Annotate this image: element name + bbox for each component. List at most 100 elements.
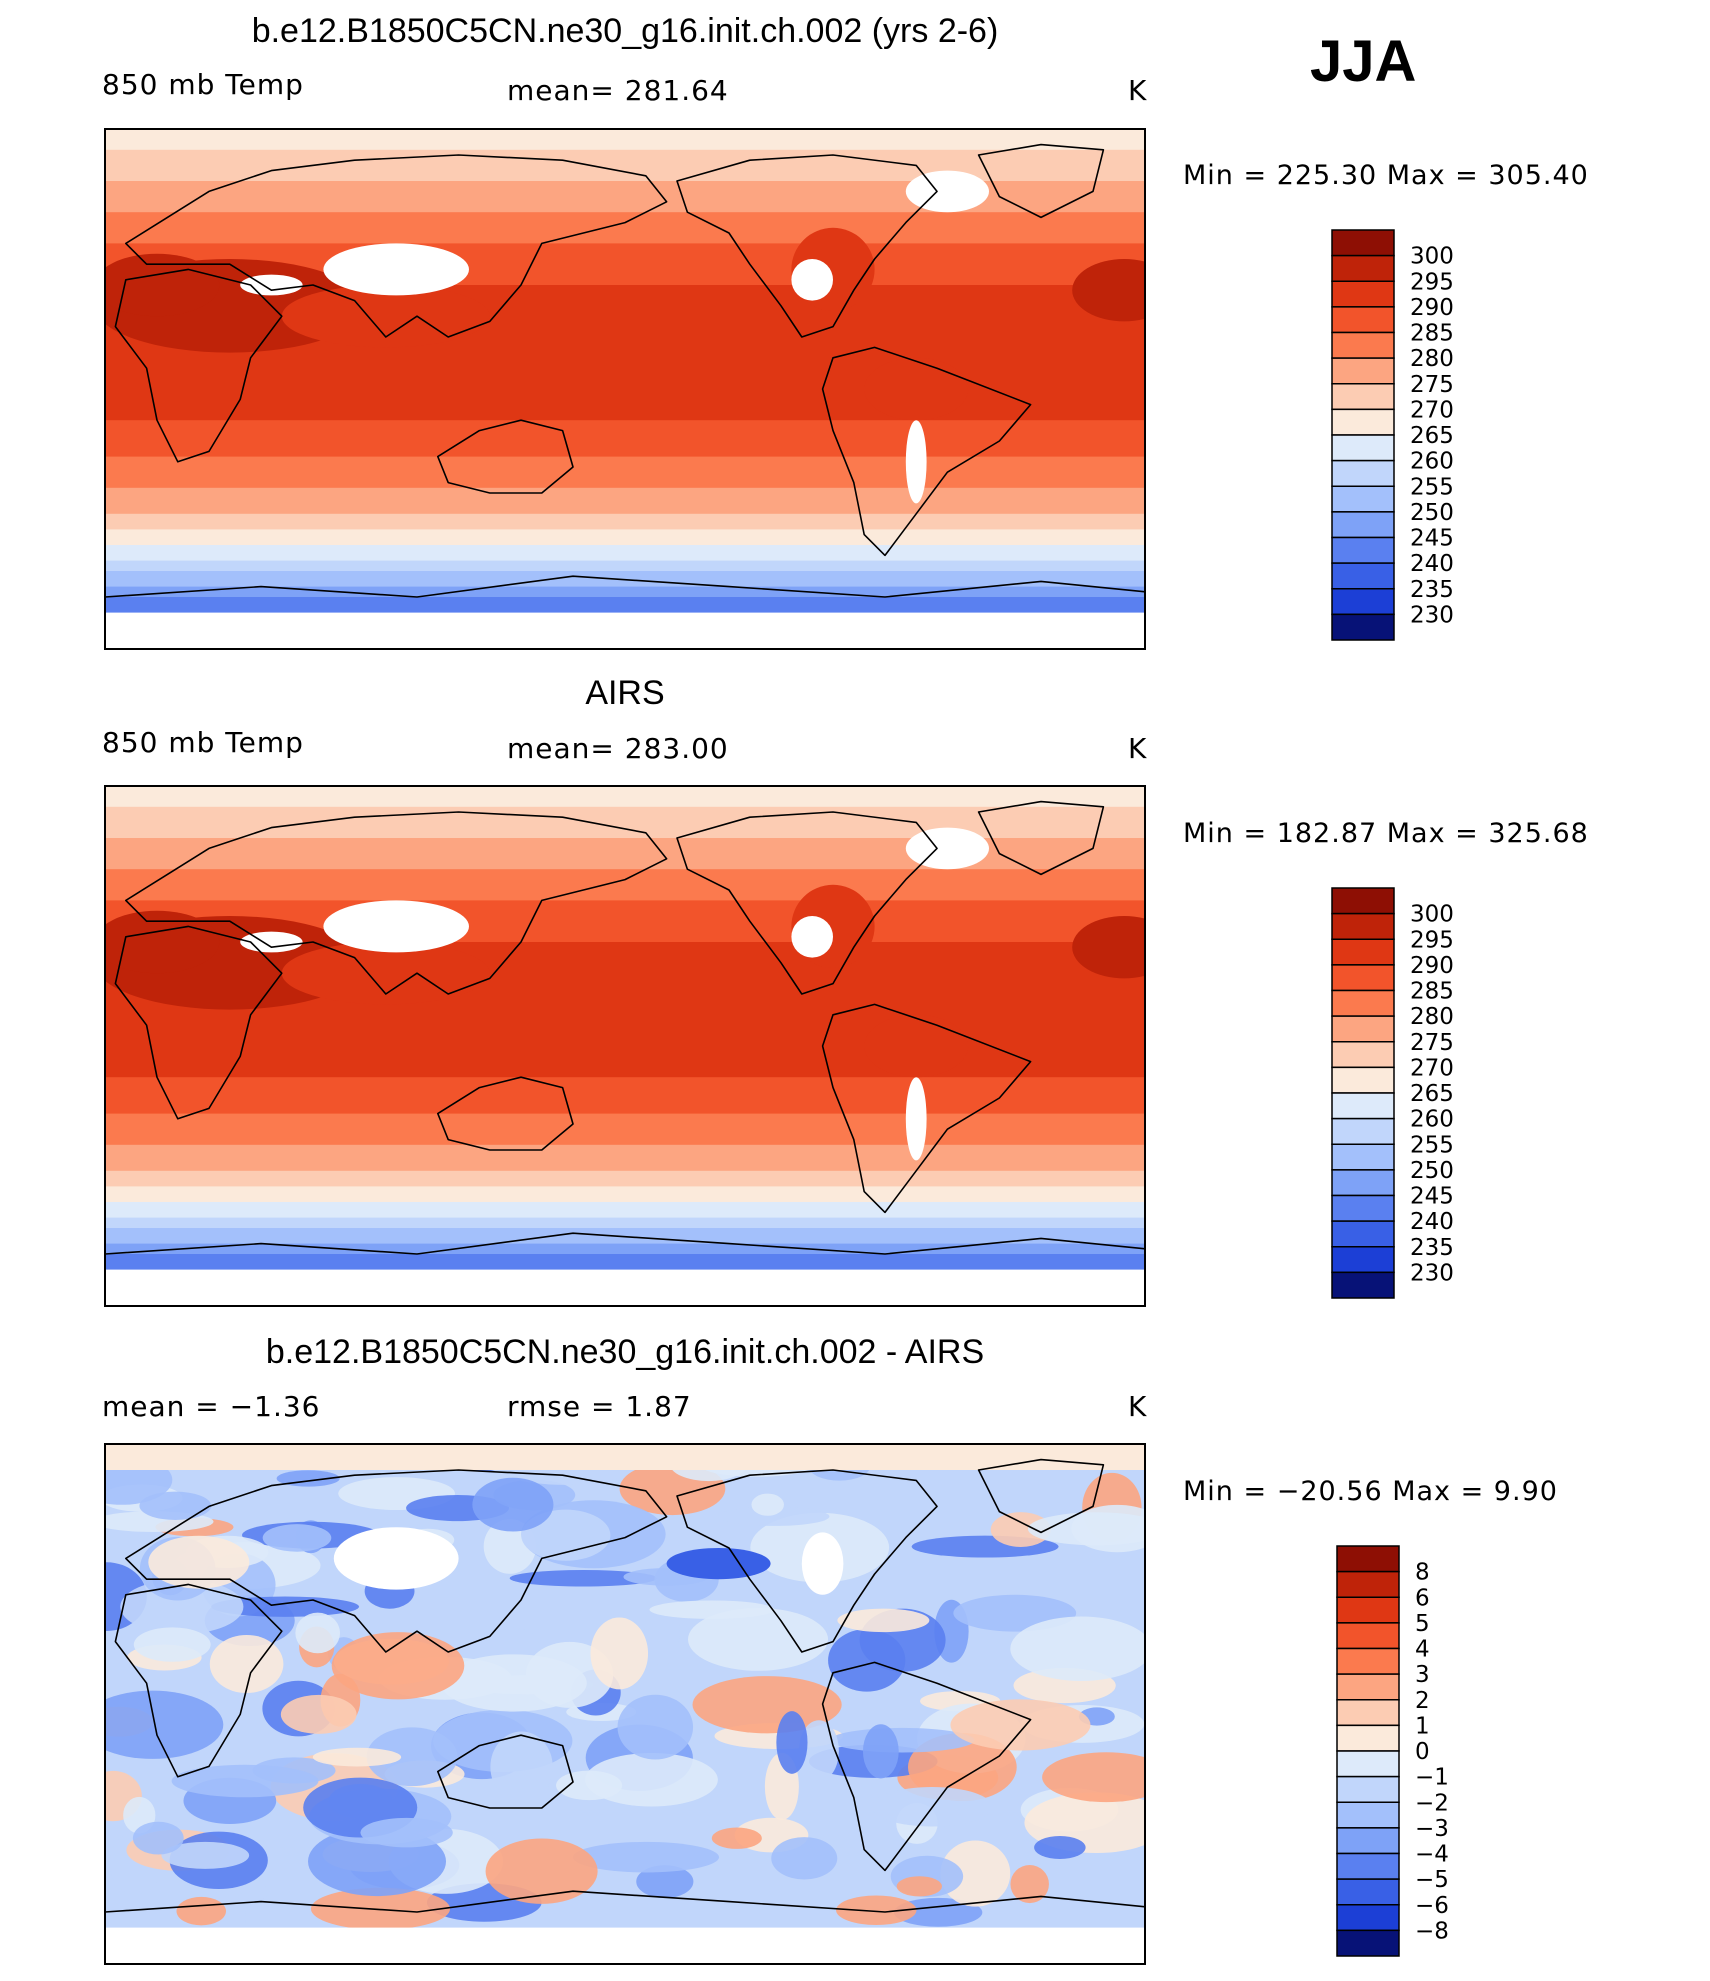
panel2-colorbar-box — [1331, 1015, 1395, 1043]
panel1-coastline — [114, 268, 283, 463]
panel2-band — [105, 1144, 1145, 1172]
panel1-colorbar-tick: 290 — [1410, 295, 1454, 321]
panel3-anomaly-patch — [176, 1896, 227, 1926]
panel1-title: b.e12.B1850C5CN.ne30_g16.init.ch.002 (yr… — [251, 12, 999, 50]
panel3-anomaly-patch — [950, 1699, 1091, 1751]
panel3-anomaly-patch — [585, 1752, 718, 1807]
panel3-anomaly-patch — [209, 1634, 284, 1694]
panel1-hotspot — [281, 285, 490, 348]
panel1-colorbar-box — [1331, 229, 1395, 257]
panel3-colorbar-tick: 2 — [1415, 1688, 1430, 1714]
panel2-colorbar-tick: 295 — [1410, 927, 1454, 953]
panel3-colorbar-tick: 3 — [1415, 1662, 1430, 1688]
panel1-colorbar-tick: 250 — [1410, 500, 1454, 526]
panel3-anomaly-patch — [830, 1727, 975, 1753]
panel2-band — [105, 838, 1145, 871]
panel1-colorbar-box — [1331, 485, 1395, 513]
panel2-band — [105, 1202, 1145, 1219]
panel3-anomaly-patch — [440, 1654, 587, 1712]
panel1-colorbar-box — [1331, 254, 1395, 282]
panel1-missing-region — [323, 243, 469, 296]
panel2-coastline — [105, 1232, 1145, 1255]
panel2-band — [105, 786, 1145, 808]
panel1-colorbar-box — [1331, 511, 1395, 539]
panel1-hotspot — [864, 357, 969, 421]
panel3-colorbar-tick: 6 — [1415, 1585, 1430, 1611]
panel2-coastline — [114, 925, 283, 1120]
panel2-colorbar-box — [1331, 1117, 1395, 1145]
panel2-colorbar-box — [1331, 1271, 1395, 1299]
panel3-anomaly-patch — [666, 1548, 771, 1580]
panel3-anomaly-patch — [1042, 1752, 1145, 1803]
panel3-anomaly-patch — [751, 1493, 784, 1516]
panel3-colorbar-box — [1336, 1775, 1400, 1803]
panel1-missing-region — [791, 259, 833, 301]
panel2-band — [105, 1170, 1145, 1188]
panel1-colorbar-box — [1331, 331, 1395, 359]
panel1-colorbar-box — [1331, 613, 1395, 641]
panel1-band — [105, 597, 1145, 614]
panel1-band — [105, 212, 1145, 245]
panel2-variable-label: 850 mb Temp — [102, 726, 304, 759]
panel3-anomaly-patch — [485, 1838, 598, 1904]
panel2-band — [105, 1254, 1145, 1271]
panel1-colorbar-tick: 235 — [1410, 577, 1454, 603]
panel3-colorbar-tick: 4 — [1415, 1637, 1430, 1663]
panel2-colorbar-box — [1331, 938, 1395, 966]
panel2-colorbar-box — [1331, 1220, 1395, 1248]
panel3-anomaly-patch — [280, 1694, 357, 1734]
panel2-band — [105, 869, 1145, 902]
panel3-coastline — [821, 1661, 1032, 1872]
panel3-anomaly-patch — [836, 1895, 917, 1925]
panel3-anomaly-patch — [105, 1690, 224, 1759]
panel3-anomaly-patch — [692, 1676, 842, 1734]
panel3-colorbar-box — [1336, 1545, 1400, 1573]
panel1-colorbar-tick: 265 — [1410, 423, 1454, 449]
panel3-colorbar-tick: 1 — [1415, 1713, 1430, 1739]
panel3-anomaly-patch — [521, 1509, 611, 1561]
panel2-units: K — [1128, 732, 1148, 765]
panel1-colorbar-box — [1331, 357, 1395, 385]
panel2-colorbar-box — [1331, 912, 1395, 940]
panel1-colorbar-tick: 300 — [1410, 244, 1454, 270]
panel3-colorbar-box — [1336, 1647, 1400, 1675]
panel3-anomaly-patch — [711, 1827, 762, 1849]
panel2-missing-region — [905, 1077, 927, 1161]
panel1-colorbar-box — [1331, 588, 1395, 616]
panel3-coastline — [124, 1469, 668, 1653]
panel2-colorbar-box — [1331, 1143, 1395, 1171]
panel3-colorbar-tick: 0 — [1415, 1739, 1430, 1765]
panel1-mean-label: mean= 281.64 — [507, 74, 729, 107]
panel3-anomaly-patch — [360, 1817, 453, 1848]
panel2-coastline — [821, 1003, 1032, 1214]
panel3-colorbar-box — [1336, 1878, 1400, 1906]
panel2-hotspot — [864, 1014, 969, 1078]
panel2-band — [105, 1113, 1145, 1146]
panel1-colorbar-tick: 280 — [1410, 346, 1454, 372]
panel3-anomaly-patch — [837, 1608, 930, 1633]
panel1-band — [105, 456, 1145, 489]
panel2-colorbar-tick: 280 — [1410, 1004, 1454, 1030]
panel3-missing-region — [801, 1532, 844, 1595]
panel3-anomaly-patch — [771, 1837, 838, 1880]
panel1-colorbar-tick: 255 — [1410, 474, 1454, 500]
panel1-hotspot — [1072, 259, 1145, 322]
panel2-colorbar-box — [1331, 989, 1395, 1017]
panel3-anomaly-patch — [148, 1535, 250, 1589]
panel3-anomaly-patch — [617, 1694, 694, 1760]
panel1-colorbar-tick: 295 — [1410, 269, 1454, 295]
panel2-temperature-map — [104, 785, 1146, 1307]
panel3-colorbar-box — [1336, 1852, 1400, 1880]
panel1-band — [105, 586, 1145, 598]
panel1-colorbar-box — [1331, 306, 1395, 334]
panel2-colorbar-tick: 270 — [1410, 1055, 1454, 1081]
panel3-anomaly-patch — [1034, 1835, 1086, 1860]
panel2-colorbar-box — [1331, 887, 1395, 915]
panel3-rmse-label: rmse = 1.87 — [507, 1390, 692, 1423]
panel1-colorbar-tick: 270 — [1410, 397, 1454, 423]
panel2-colorbar-box — [1331, 964, 1395, 992]
panel3-difference-map — [104, 1443, 1146, 1965]
panel1-colorbar-tick: 285 — [1410, 321, 1454, 347]
panel3-coastline — [676, 1469, 938, 1653]
panel2-mean-label: mean= 283.00 — [507, 732, 729, 765]
